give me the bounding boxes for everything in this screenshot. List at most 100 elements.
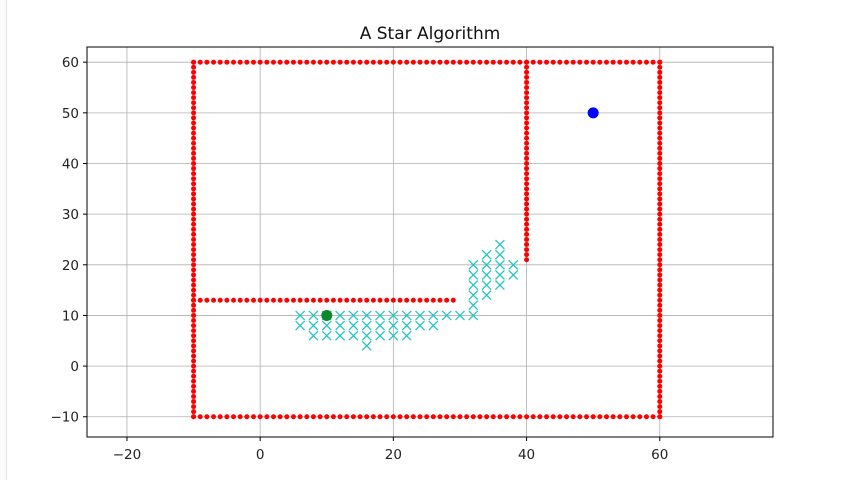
- obstacle-point: [191, 363, 197, 369]
- explored-node: [361, 320, 372, 331]
- obstacle-point: [284, 297, 290, 303]
- obstacle-point: [191, 414, 197, 420]
- obstacle-point: [524, 85, 530, 91]
- obstacle-point: [417, 59, 423, 65]
- obstacle-point: [330, 59, 336, 65]
- obstacle-point: [191, 125, 197, 131]
- obstacle-point: [484, 59, 490, 65]
- obstacle-point: [524, 105, 530, 111]
- obstacle-point: [657, 343, 663, 349]
- obstacle-point: [191, 302, 197, 308]
- obstacle-point: [270, 59, 276, 65]
- obstacle-point: [191, 206, 197, 212]
- obstacle-point: [191, 216, 197, 222]
- window-edge: [0, 0, 7, 480]
- obstacle-point: [191, 140, 197, 146]
- obstacle-point: [191, 196, 197, 202]
- obstacle-point: [657, 135, 663, 141]
- y-tick-label: −10: [51, 410, 80, 426]
- explored-node: [401, 330, 412, 341]
- obstacle-point: [657, 292, 663, 298]
- obstacle-point: [657, 176, 663, 182]
- obstacle-point: [337, 297, 343, 303]
- obstacle-point: [191, 160, 197, 166]
- obstacle-point: [304, 414, 310, 420]
- obstacle-point: [657, 64, 663, 70]
- obstacle-point: [191, 247, 197, 253]
- explored-node: [481, 280, 492, 291]
- obstacle-point: [657, 414, 663, 420]
- obstacle-point: [337, 414, 343, 420]
- obstacle-point: [657, 69, 663, 75]
- obstacle-point: [437, 297, 443, 303]
- obstacle-point: [657, 206, 663, 212]
- x-tick-label: 40: [518, 447, 535, 463]
- obstacle-point: [524, 95, 530, 101]
- obstacle-point: [643, 414, 649, 420]
- obstacle-point: [524, 100, 530, 106]
- obstacle-point: [524, 155, 530, 161]
- explored-node: [295, 320, 306, 331]
- explored-node: [348, 310, 359, 321]
- obstacle-point: [244, 297, 250, 303]
- obstacle-point: [324, 59, 330, 65]
- obstacle-point: [657, 125, 663, 131]
- obstacle-point: [191, 100, 197, 106]
- obstacle-point: [657, 318, 663, 324]
- explored-node: [481, 259, 492, 270]
- obstacle-point: [377, 59, 383, 65]
- obstacle-point: [657, 297, 663, 303]
- obstacle-point: [304, 297, 310, 303]
- obstacle-point: [657, 59, 663, 65]
- explored-node: [348, 320, 359, 331]
- obstacle-point: [603, 59, 609, 65]
- obstacle-point: [524, 242, 530, 248]
- obstacle-point: [623, 414, 629, 420]
- obstacle-point: [657, 358, 663, 364]
- obstacle-point: [524, 145, 530, 151]
- explored-node: [361, 340, 372, 351]
- explored-node: [335, 320, 346, 331]
- obstacle-point: [191, 272, 197, 278]
- obstacle-point: [357, 297, 363, 303]
- obstacle-point: [191, 399, 197, 405]
- obstacle-point: [344, 297, 350, 303]
- obstacle-point: [251, 59, 257, 65]
- goal-point: [587, 107, 599, 119]
- obstacle-point: [597, 59, 603, 65]
- explored-node: [455, 310, 465, 321]
- obstacle-point: [650, 59, 656, 65]
- obstacle-point: [191, 242, 197, 248]
- y-tick-label: 10: [62, 308, 79, 324]
- obstacle-point: [211, 59, 217, 65]
- explored-node: [401, 310, 412, 321]
- explored-node: [361, 310, 372, 321]
- obstacle-point: [191, 328, 197, 334]
- obstacle-point: [191, 105, 197, 111]
- obstacle-point: [264, 59, 270, 65]
- obstacle-point: [191, 323, 197, 329]
- obstacle-point: [290, 414, 296, 420]
- obstacle-point: [257, 297, 263, 303]
- obstacle-point: [577, 59, 583, 65]
- x-tick-label: −20: [113, 447, 142, 463]
- obstacle-point: [524, 90, 530, 96]
- obstacle-point: [191, 368, 197, 374]
- obstacle-point: [191, 307, 197, 313]
- obstacle-point: [191, 79, 197, 85]
- obstacle-point: [410, 59, 416, 65]
- obstacle-point: [657, 383, 663, 389]
- obstacle-point: [557, 414, 563, 420]
- obstacle-point: [357, 414, 363, 420]
- plot-area-background: [87, 47, 773, 437]
- obstacle-point: [390, 414, 396, 420]
- explored-node: [481, 249, 492, 260]
- obstacle-point: [237, 59, 243, 65]
- obstacle-point: [657, 155, 663, 161]
- obstacle-point: [564, 59, 570, 65]
- y-tick-label: 30: [62, 207, 79, 223]
- obstacle-point: [630, 59, 636, 65]
- obstacle-point: [544, 59, 550, 65]
- explored-node: [441, 310, 452, 321]
- obstacle-point: [464, 414, 470, 420]
